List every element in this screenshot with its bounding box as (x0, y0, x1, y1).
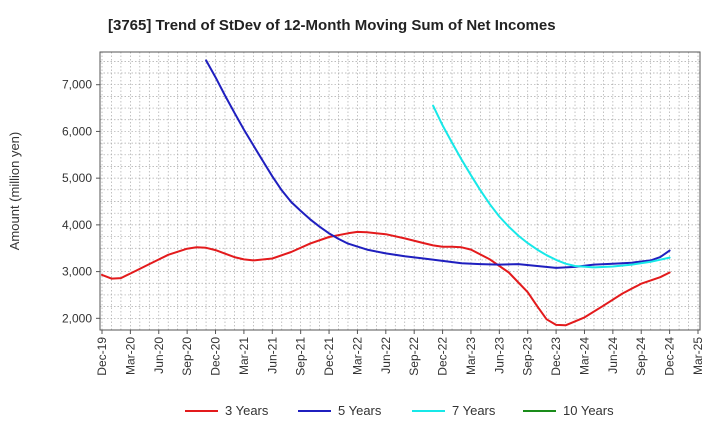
legend-item: 5 Years (298, 403, 382, 418)
legend-item: 7 Years (412, 403, 496, 418)
y-tick-label: 6,000 (62, 124, 92, 138)
y-tick-label: 2,000 (62, 311, 92, 325)
legend-item: 3 Years (185, 403, 269, 418)
x-tick-label: Dec-21 (322, 337, 336, 376)
x-tick-label: Sep-23 (521, 337, 535, 376)
x-tick-label: Dec-24 (663, 337, 677, 376)
legend-label: 7 Years (452, 403, 496, 418)
x-tick-label: Sep-20 (180, 337, 194, 376)
legend-label: 3 Years (225, 403, 269, 418)
plot-area (100, 52, 700, 330)
x-tick-label: Mar-24 (577, 337, 591, 375)
legend-item: 10 Years (523, 403, 614, 418)
legend: 3 Years 5 Years 7 Years 10 Years (185, 403, 614, 418)
y-tick-label: 5,000 (62, 171, 92, 185)
y-tick-label: 7,000 (62, 78, 92, 92)
legend-label: 10 Years (563, 403, 614, 418)
x-tick-label: Jun-24 (606, 337, 620, 374)
x-tick-label: Dec-22 (436, 337, 450, 376)
x-tick-label: Mar-21 (237, 337, 251, 375)
x-tick-label: Dec-20 (209, 337, 223, 376)
x-tick-label: Jun-23 (492, 337, 506, 374)
x-tick-label: Mar-22 (350, 337, 364, 375)
x-tick-label: Sep-24 (634, 337, 648, 376)
y-tick-label: 3,000 (62, 265, 92, 279)
x-tick-label: Mar-25 (691, 337, 705, 375)
x-tick-label: Sep-21 (294, 337, 308, 376)
x-tick-label: Jun-21 (265, 337, 279, 374)
legend-label: 5 Years (338, 403, 382, 418)
x-tick-label: Mar-20 (123, 337, 137, 375)
x-tick-label: Mar-23 (464, 337, 478, 375)
x-axis-ticks: Dec-19 Mar-20 Jun-20 Sep-20 Dec-20 Mar-21 Jun-… (95, 330, 705, 376)
series-lines (101, 59, 671, 327)
y-tick-label: 4,000 (62, 218, 92, 232)
y-axis-ticks: 2,000 3,000 4,000 5,000 6,000 7,000 (62, 78, 100, 325)
grid-lines (100, 52, 700, 331)
y-axis-label: Amount (million yen) (7, 132, 22, 251)
chart-title: [3765] Trend of StDev of 12-Month Moving… (108, 17, 556, 34)
x-tick-label: Dec-23 (549, 337, 563, 376)
series-line-3-years (101, 230, 671, 327)
x-tick-label: Sep-22 (407, 337, 421, 376)
x-tick-label: Jun-20 (152, 337, 166, 374)
x-tick-label: Jun-22 (379, 337, 393, 374)
series-line-7-years (432, 104, 671, 269)
plot-frame (99, 51, 701, 331)
x-tick-label: Dec-19 (95, 337, 109, 376)
